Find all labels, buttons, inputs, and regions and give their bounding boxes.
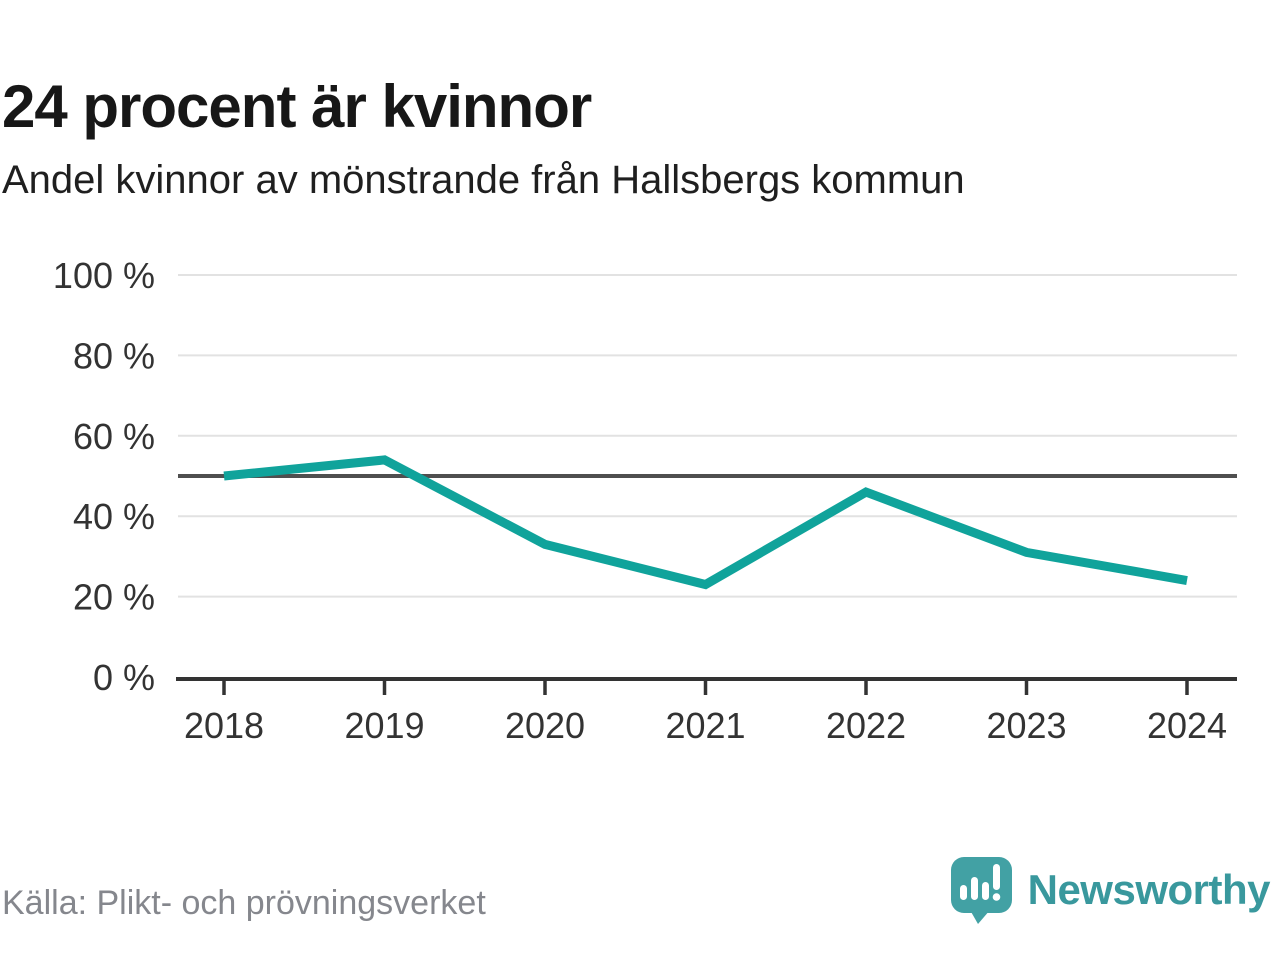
x-tick-label: 2019 <box>344 705 424 746</box>
x-tick-label: 2024 <box>1147 705 1227 746</box>
source-note: Källa: Plikt- och prövningsverket <box>2 884 486 922</box>
x-tick-label: 2018 <box>184 705 264 746</box>
y-tick-label: 80 % <box>73 335 155 376</box>
y-tick-label: 40 % <box>73 496 155 537</box>
page-title: 24 procent är kvinnor <box>2 73 592 141</box>
newsworthy-wordmark: Newsworthy <box>1027 866 1271 913</box>
gridlines <box>178 274 1237 598</box>
y-tick-label: 60 % <box>73 416 155 457</box>
y-tick-label: 0 % <box>93 657 155 698</box>
chart-subtitle: Andel kvinnor av mönstrande från Hallsbe… <box>2 158 965 202</box>
x-tick-label: 2022 <box>826 705 906 746</box>
x-tick-label: 2023 <box>986 705 1066 746</box>
x-axis-ticks <box>222 681 1189 695</box>
newsworthy-logo-icon <box>950 857 1012 924</box>
newsworthy-logo: Newsworthy <box>950 856 1271 924</box>
series-line <box>223 455 1188 590</box>
y-tick-label: 100 % <box>53 255 155 296</box>
y-tick-label: 20 % <box>73 577 155 618</box>
y-axis-labels: 0 % 20 % 40 % 60 % 80 % 100 % <box>53 255 155 698</box>
x-axis-labels: 2018 2019 2020 2021 2022 2023 2024 <box>184 705 1227 746</box>
x-tick-label: 2020 <box>505 705 585 746</box>
x-tick-label: 2021 <box>665 705 745 746</box>
